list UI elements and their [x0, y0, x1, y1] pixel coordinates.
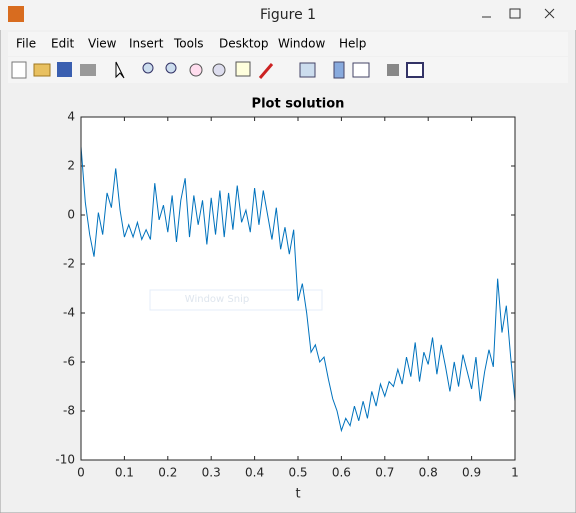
snip-overlay [149, 289, 323, 311]
menu-item[interactable]: Desktop [219, 37, 269, 51]
y-tick-label: 0 [67, 208, 75, 222]
axes-background [81, 117, 515, 460]
menu-item[interactable]: File [16, 37, 36, 51]
x-tick-label: 0.9 [462, 466, 481, 480]
menu-item[interactable]: Help [339, 37, 366, 51]
x-tick-label: 1 [511, 466, 519, 480]
y-tick-label: -6 [63, 355, 75, 369]
x-tick-label: 0.2 [158, 466, 177, 480]
menu-bar [8, 32, 568, 56]
x-tick-label: 0.6 [332, 466, 351, 480]
y-tick-label: 2 [67, 159, 75, 173]
menu-item[interactable]: Insert [129, 37, 164, 51]
x-tick-label: 0.4 [245, 466, 264, 480]
x-tick-label: 0.5 [288, 466, 307, 480]
menu-item[interactable]: Edit [51, 37, 75, 51]
x-tick-label: 0.7 [375, 466, 394, 480]
menu-item[interactable]: View [88, 37, 117, 51]
x-tick-label: 0 [77, 466, 85, 480]
chart-title: Plot solution [252, 97, 345, 112]
x-tick-label: 0.1 [115, 466, 134, 480]
title-bar [0, 0, 576, 30]
y-tick-label: 4 [67, 110, 75, 124]
plot: 0 0.1 0.2 0.3 0.4 0.5 0.6 0.7 0.8 0.9 1 -10 -8 -6 -4 -2… [55, 110, 518, 480]
x-tick-label: 0.8 [419, 466, 438, 480]
toolbar-icons[interactable] [11, 61, 424, 79]
line-series [80, 146, 516, 433]
menu-item[interactable]: Tools [173, 37, 204, 51]
maximize-button[interactable] [509, 8, 521, 19]
y-tick-label: -2 [63, 257, 75, 271]
overlay-text: Window Snip [185, 294, 249, 305]
y-tick-label: -10 [55, 453, 75, 467]
app-icon [8, 6, 24, 22]
y-tick-label: -4 [63, 306, 75, 320]
axes-box [80, 116, 516, 461]
menu: File Edit View Insert Tools Desktop Window Help [16, 37, 366, 51]
x-tick-label: 0.3 [202, 466, 221, 480]
close-button[interactable] [544, 8, 555, 19]
x-axis-label: t [295, 487, 300, 502]
menu-item[interactable]: Window [278, 37, 326, 51]
y-tick-label: -8 [63, 404, 75, 418]
window-title: Figure 1 [260, 7, 316, 23]
toolbar [8, 57, 568, 83]
